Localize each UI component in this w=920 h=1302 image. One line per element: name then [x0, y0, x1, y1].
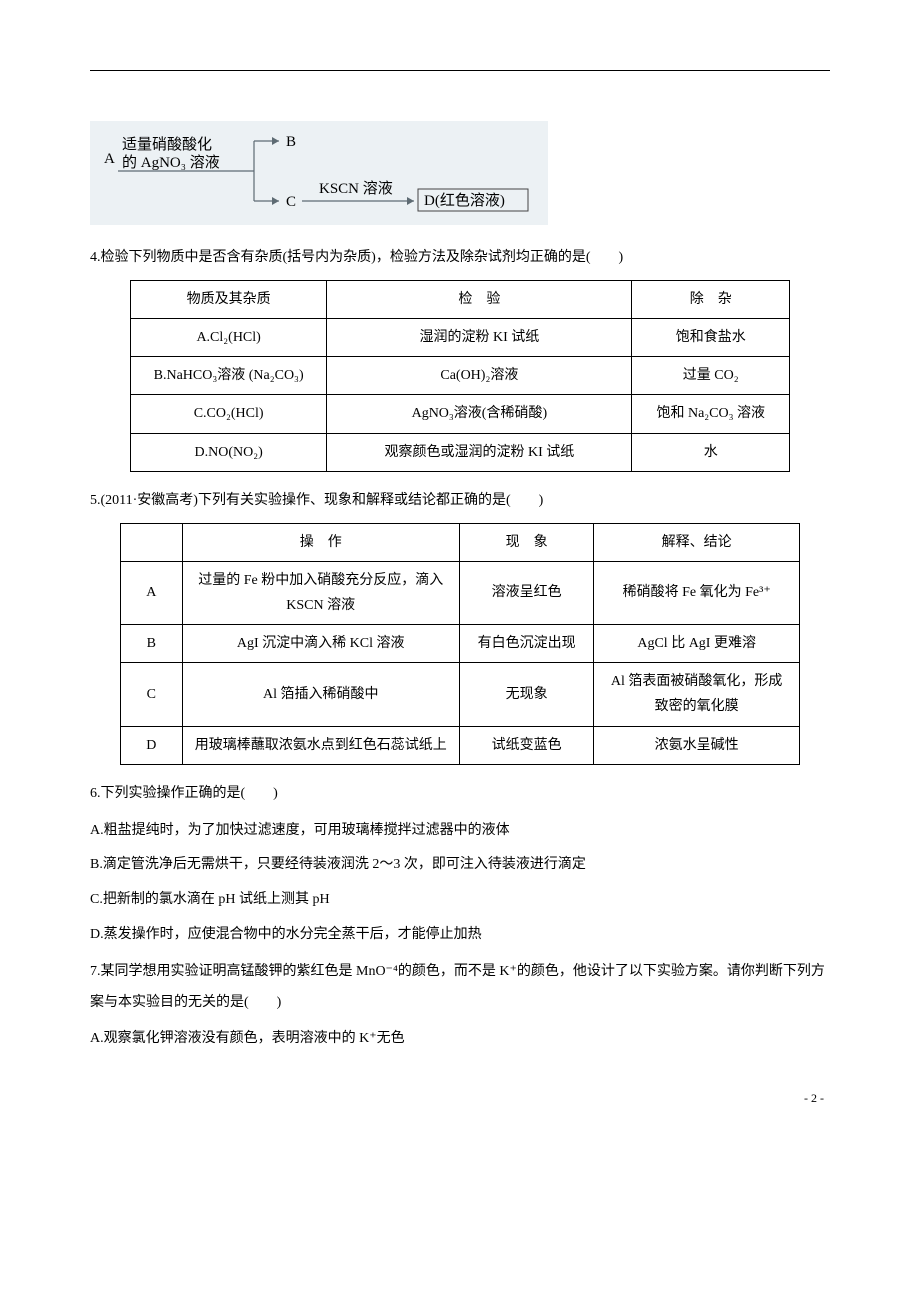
table-row: C.CO₂(HCl) AgNO₃溶液(含稀硝酸) 饱和 Na₂CO₃ 溶液 [131, 395, 790, 433]
q4-h1: 检 验 [327, 280, 632, 318]
diagram-label-line1: 适量硝酸酸化 [122, 136, 212, 153]
q4-h2: 除 杂 [632, 280, 790, 318]
doc-top-rule [90, 70, 830, 71]
q6-opt-c: C.把新制的氯水滴在 pH 试纸上测其 pH [90, 885, 830, 916]
diagram-label-line2: 的 AgNO₃ 溶液 [122, 154, 220, 171]
table-row: A.Cl₂(HCl) 湿润的淀粉 KI 试纸 饱和食盐水 [131, 318, 790, 356]
q7-opt-a: A.观察氯化钾溶液没有颜色，表明溶液中的 K⁺无色 [90, 1024, 830, 1055]
reaction-diagram: A 适量硝酸酸化 的 AgNO₃ 溶液 B C KSCN 溶液 D(红色溶液) [90, 121, 548, 225]
table-row: D.NO(NO₂) 观察颜色或湿润的淀粉 KI 试纸 水 [131, 433, 790, 471]
q5-table: 操 作 现 象 解释、结论 A 过量的 Fe 粉中加入硝酸充分反应，滴入 KSC… [120, 523, 800, 765]
q7-stem: 7.某同学想用实验证明高锰酸钾的紫红色是 MnO⁻⁴的颜色，而不是 K⁺的颜色，… [90, 957, 830, 1019]
node-c: C [286, 194, 296, 210]
table-row: B AgI 沉淀中滴入稀 KCl 溶液 有白色沉淀出现 AgCl 比 AgI 更… [121, 625, 800, 663]
q6-opt-b: B.滴定管洗净后无需烘干，只要经待装液润洗 2～3 次，即可注入待装液进行滴定 [90, 850, 830, 881]
q7-options: A.观察氯化钾溶液没有颜色，表明溶液中的 K⁺无色 [90, 1024, 830, 1055]
table-row: C Al 箔插入稀硝酸中 无现象 Al 箔表面被硝酸氧化，形成致密的氧化膜 [121, 663, 800, 726]
svg-text:A: A [104, 151, 115, 167]
node-d: D(红色溶液) [424, 192, 505, 209]
node-b: B [286, 134, 296, 150]
q5-h0 [121, 523, 183, 561]
q5-stem: 5.(2011·安徽高考)下列有关实验操作、现象和解释或结论都正确的是( ) [90, 486, 830, 517]
table-row: D 用玻璃棒蘸取浓氨水点到红色石蕊试纸上 试纸变蓝色 浓氨水呈碱性 [121, 726, 800, 764]
q6-stem: 6.下列实验操作正确的是( ) [90, 779, 830, 810]
table-row: A 过量的 Fe 粉中加入硝酸充分反应，滴入 KSCN 溶液 溶液呈红色 稀硝酸… [121, 561, 800, 624]
q6-options: A.粗盐提纯时，为了加快过滤速度，可用玻璃棒搅拌过滤器中的液体 B.滴定管洗净后… [90, 816, 830, 951]
q4-h0: 物质及其杂质 [131, 280, 327, 318]
q4-stem: 4.检验下列物质中是否含有杂质(括号内为杂质)，检验方法及除杂试剂均正确的是( … [90, 243, 830, 274]
q4-table: 物质及其杂质 检 验 除 杂 A.Cl₂(HCl) 湿润的淀粉 KI 试纸 饱和… [130, 280, 790, 472]
q5-h2: 现 象 [459, 523, 593, 561]
diagram-svg: A 适量硝酸酸化 的 AgNO₃ 溶液 B C KSCN 溶液 D(红色溶液) [104, 131, 534, 215]
q6-opt-d: D.蒸发操作时，应使混合物中的水分完全蒸干后，才能停止加热 [90, 920, 830, 951]
page-number: - 2 - [90, 1085, 830, 1111]
q5-h1: 操 作 [182, 523, 459, 561]
q6-opt-a: A.粗盐提纯时，为了加快过滤速度，可用玻璃棒搅拌过滤器中的液体 [90, 816, 830, 847]
kscn-label: KSCN 溶液 [319, 180, 393, 197]
table-row: B.NaHCO₃溶液 (Na₂CO₃) Ca(OH)₂溶液 过量 CO₂ [131, 357, 790, 395]
q5-h3: 解释、结论 [594, 523, 800, 561]
